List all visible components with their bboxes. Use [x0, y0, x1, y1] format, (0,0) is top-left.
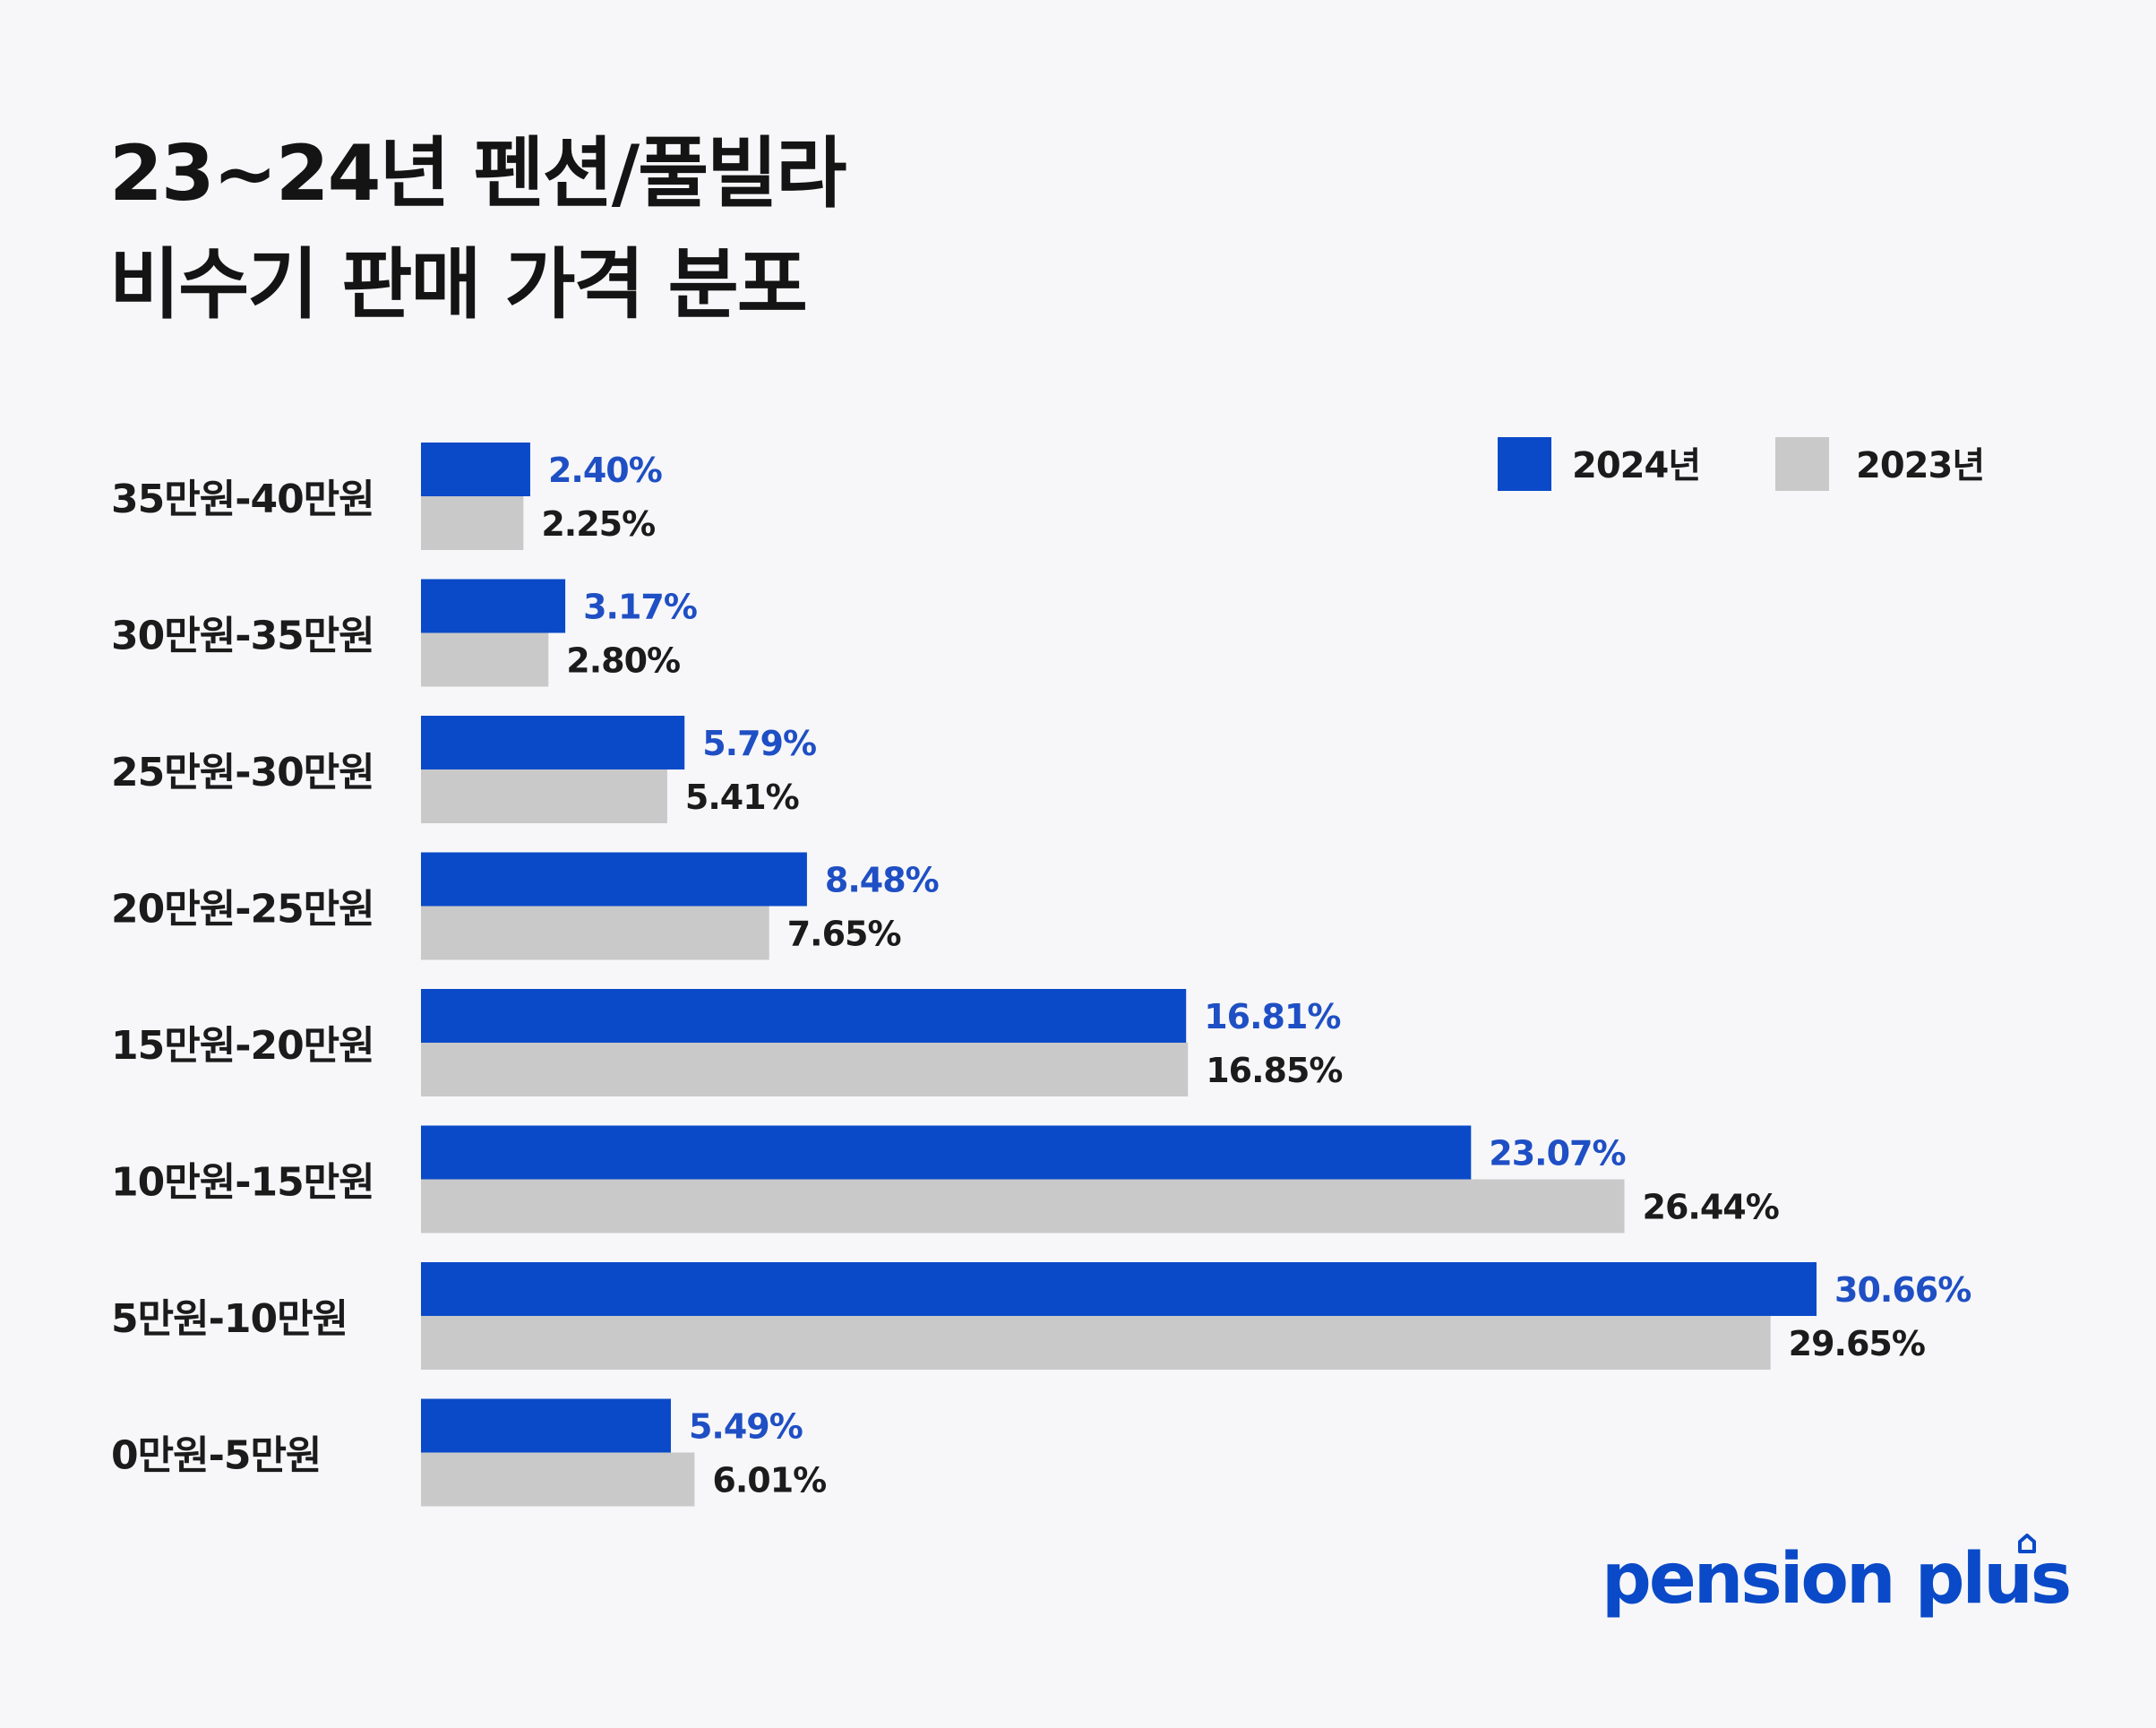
data-label-2023: 2.25%	[541, 504, 655, 544]
category-label: 10만원-15만원	[111, 1160, 374, 1206]
data-label-2023: 26.44%	[1643, 1188, 1779, 1227]
bar-2023	[421, 1452, 695, 1507]
legend-label-2024: 2024년	[1572, 445, 1700, 486]
bar-2024	[421, 443, 530, 496]
bar-2023	[421, 1043, 1189, 1096]
data-label-2023: 29.65%	[1789, 1324, 1925, 1363]
bar-2024	[421, 716, 685, 769]
bar-2024	[421, 852, 807, 907]
brand-logo: pension plus	[1602, 1539, 2072, 1620]
data-label-2023: 5.41%	[685, 778, 799, 817]
data-label-2023: 16.85%	[1206, 1051, 1342, 1090]
category-label: 30만원-35만원	[111, 614, 374, 659]
data-label-2024: 16.81%	[1204, 997, 1340, 1036]
category-label: 35만원-40만원	[111, 477, 374, 522]
bar-2023	[421, 1316, 1771, 1370]
bar-2024	[421, 989, 1187, 1043]
legend-swatch-2023	[1775, 437, 1829, 491]
category-label: 5만원-10만원	[111, 1296, 348, 1342]
chart-title-line-1: 23~24년 펜션/풀빌라	[109, 129, 846, 219]
data-label-2024: 8.48%	[825, 861, 939, 900]
bar-2023	[421, 906, 769, 960]
bar-2023	[421, 1179, 1625, 1234]
bar-2024	[421, 1125, 1472, 1180]
category-label: 25만원-30만원	[111, 750, 374, 795]
data-label-2024: 5.79%	[702, 724, 816, 763]
house-icon	[2018, 1534, 2036, 1553]
chart-title-line-2: 비수기 판매 가격 분포	[109, 240, 808, 330]
data-label-2023: 2.80%	[566, 641, 680, 681]
legend-label-2023: 2023년	[1856, 445, 1984, 486]
legend-swatch-2024	[1498, 437, 1551, 491]
category-label: 20만원-25만원	[111, 887, 374, 933]
data-label-2024: 5.49%	[689, 1407, 803, 1447]
bar-2024	[421, 579, 566, 633]
bar-2024	[421, 1262, 1817, 1316]
bar-2023	[421, 632, 549, 687]
data-label-2024: 23.07%	[1489, 1134, 1625, 1173]
data-label-2024: 2.40%	[548, 451, 662, 490]
data-label-2024: 3.17%	[583, 588, 697, 627]
bar-2023	[421, 769, 667, 823]
category-label: 15만원-20만원	[111, 1023, 374, 1069]
bar-2023	[421, 496, 524, 550]
category-label: 0만원-5만원	[111, 1433, 321, 1479]
data-label-2023: 7.65%	[787, 915, 901, 954]
data-label-2023: 6.01%	[712, 1461, 826, 1500]
data-label-2024: 30.66%	[1834, 1270, 1971, 1310]
chart-title: 23~24년 펜션/풀빌라 비수기 판매 가격 분포	[109, 118, 846, 340]
bar-2024	[421, 1398, 671, 1453]
